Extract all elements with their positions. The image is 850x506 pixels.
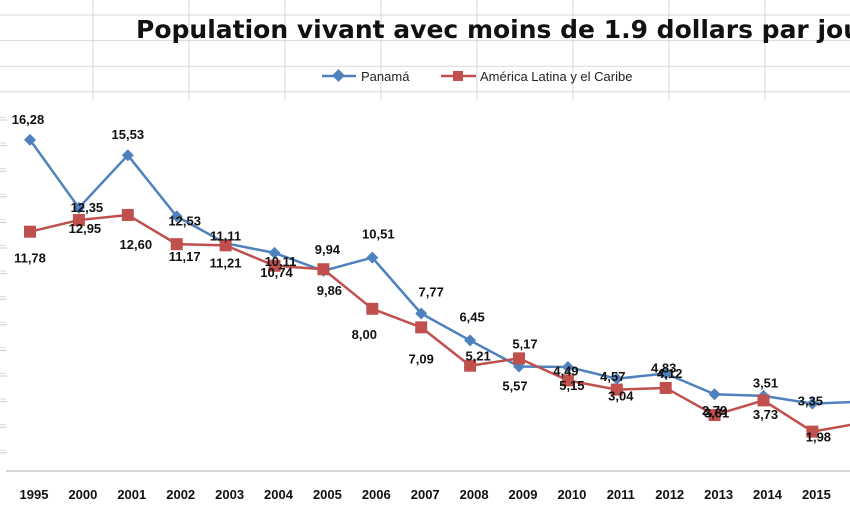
data-point-america-latina <box>708 409 721 422</box>
x-tick-label: 2008 <box>460 487 489 502</box>
data-label-panama: 16,28 <box>12 112 45 127</box>
data-point-panama <box>806 397 819 410</box>
series-line-panama <box>28 139 850 405</box>
data-label-america-latina: 4,12 <box>657 366 682 381</box>
data-point-america-latina <box>464 359 477 372</box>
legend-item-america-latina: América Latina y el Caribe <box>441 69 632 84</box>
data-label-panama: 15,53 <box>112 127 145 142</box>
data-point-america-latina <box>219 239 232 252</box>
data-point-panama <box>170 210 183 223</box>
data-label-panama: 6,45 <box>459 309 484 324</box>
x-tick-label: 2001 <box>117 487 146 502</box>
data-point-america-latina <box>24 225 36 238</box>
data-label-america-latina: 9,94 <box>315 242 341 257</box>
data-label-america-latina: 12,35 <box>71 200 104 215</box>
x-tick-label: 2014 <box>753 487 783 502</box>
data-label-america-latina: 7,09 <box>409 351 434 366</box>
x-tick-label: 2000 <box>68 487 97 502</box>
legend-diamond-icon <box>332 69 345 82</box>
data-point-america-latina <box>121 208 134 221</box>
data-point-panama <box>561 360 574 373</box>
legend-item-panama: Panamá <box>322 69 410 84</box>
plot-area: 16,28 12,95 15,53 12,53 11,21 10,74 9,86 10,51 7… <box>12 112 850 445</box>
x-tick-label: 2011 <box>607 487 635 502</box>
x-tick-label: 2012 <box>655 487 684 502</box>
data-point-panama <box>610 372 623 385</box>
data-point-america-latina <box>72 214 85 227</box>
x-tick-label: 2013 <box>704 487 733 502</box>
data-label-america-latina: 5,57 <box>502 378 527 393</box>
data-label-panama: 3,81 <box>704 405 729 420</box>
x-tick-label: 2015 <box>802 487 831 502</box>
data-label-america-latina: 11,78 <box>14 251 46 266</box>
x-tick-label: 2003 <box>215 487 244 502</box>
data-label-america-latina: 10,11 <box>265 254 297 269</box>
data-label-panama: 3,35 <box>798 394 823 409</box>
data-label-panama: 11,21 <box>210 255 242 270</box>
data-label-panama: 12,95 <box>69 221 102 236</box>
data-label-america-latina: 2,79 <box>702 403 727 418</box>
x-axis: 1995 2000 2001 2002 2003 2004 2005 2006 2007 2008… <box>6 470 850 502</box>
x-tick-label: 2010 <box>557 487 586 502</box>
data-point-panama <box>24 133 36 146</box>
legend-square-icon <box>453 71 463 81</box>
data-point-panama <box>659 367 672 380</box>
data-label-america-latina: 11,17 <box>169 249 201 264</box>
data-label-america-latina: 11,11 <box>210 228 241 243</box>
data-label-america-latina: 4,49 <box>553 363 578 378</box>
x-tick-label: 2007 <box>411 487 440 502</box>
data-point-panama <box>366 251 379 264</box>
x-tick-label: 2002 <box>166 487 195 502</box>
data-point-panama <box>464 334 477 347</box>
data-label-panama: 7,77 <box>419 284 444 299</box>
legend-label-america-latina: América Latina y el Caribe <box>480 69 632 84</box>
data-label-panama: 9,86 <box>317 283 342 298</box>
data-label-america-latina: 12,60 <box>120 237 153 252</box>
data-label-panama: 12,53 <box>168 213 201 228</box>
x-tick-label: 1995 <box>20 487 49 502</box>
data-label-america-latina: 3,04 <box>608 389 634 404</box>
data-point-america-latina <box>415 321 428 334</box>
data-point-panama <box>121 149 134 162</box>
data-point-america-latina <box>366 302 379 315</box>
x-tick-label: 2004 <box>264 487 294 502</box>
data-label-panama: 10,51 <box>362 227 395 242</box>
legend: Panamá América Latina y el Caribe <box>322 69 632 84</box>
data-label-america-latina: 5,21 <box>465 349 490 364</box>
data-label-panama: 5,15 <box>559 378 584 393</box>
data-label-america-latina: 8,00 <box>352 327 377 342</box>
data-label-panama: 4,83 <box>651 360 676 375</box>
x-tick-label: 2009 <box>509 487 538 502</box>
data-point-america-latina <box>170 238 183 251</box>
data-label-panama: 10,74 <box>260 265 293 280</box>
x-tick-label: 2006 <box>362 487 391 502</box>
data-label-panama: 3,73 <box>753 407 778 422</box>
data-label-america-latina: 1,98 <box>806 430 831 445</box>
data-point-america-latina <box>268 259 281 272</box>
data-point-america-latina <box>513 352 525 365</box>
legend-label-panama: Panamá <box>361 69 410 84</box>
data-point-america-latina <box>659 381 672 394</box>
data-point-panama <box>268 246 281 259</box>
data-point-panama <box>415 307 428 320</box>
data-point-america-latina <box>610 383 623 396</box>
data-point-america-latina <box>806 425 819 438</box>
series-line-america-latina <box>29 213 850 433</box>
data-label-panama: 5,17 <box>512 337 537 352</box>
data-label-america-latina: 3,51 <box>753 375 778 390</box>
chart-title: Population vivant avec moins de 1.9 doll… <box>136 15 850 44</box>
data-point-america-latina <box>317 263 330 276</box>
data-point-panama <box>708 388 721 401</box>
data-label-panama: 4,57 <box>600 369 625 384</box>
data-point-panama <box>72 201 85 214</box>
data-point-america-latina <box>757 394 770 407</box>
x-tick-label: 2005 <box>313 487 342 502</box>
data-point-america-latina <box>561 374 574 387</box>
